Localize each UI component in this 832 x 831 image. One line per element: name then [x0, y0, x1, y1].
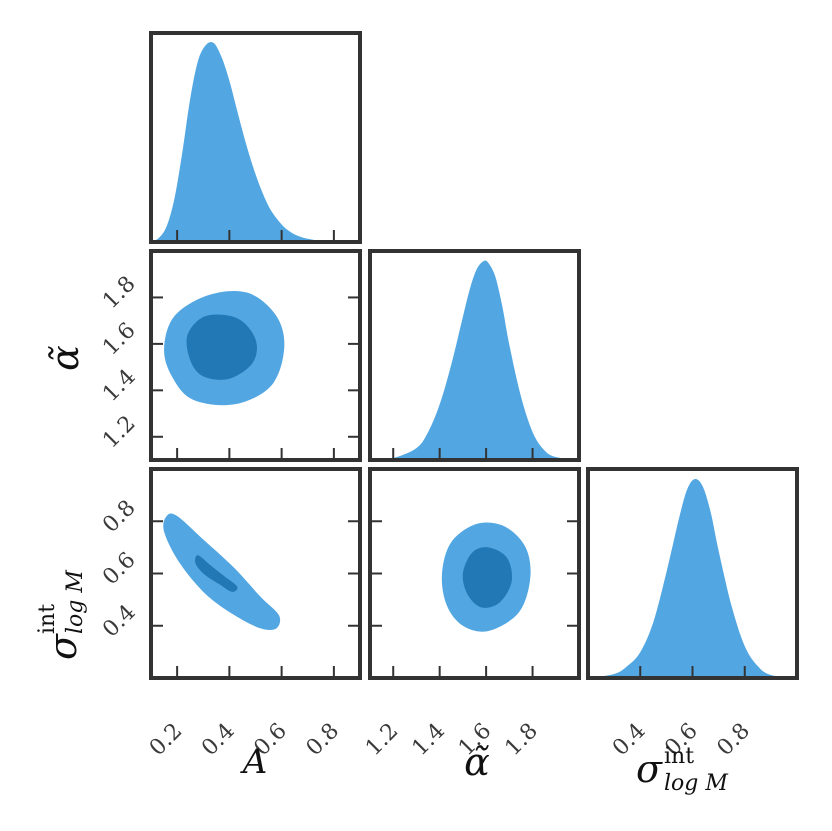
contour-inner-alpha-sigma: [462, 547, 513, 608]
panel-1-1-content: [370, 260, 579, 460]
y-axis-label-sigma: σ int log M: [35, 570, 88, 660]
contour-outer-A-sigma: [163, 513, 281, 631]
y-alpha-text: α̃: [43, 345, 87, 371]
x-tick-label-A: 0.2: [145, 719, 187, 761]
panel-1-0-content: [164, 290, 285, 406]
x-axis-label-alpha: α̃: [464, 740, 490, 784]
y-tick-label-alpha: 1.4: [98, 364, 140, 406]
panel-2-1-content: [441, 522, 531, 632]
x-tick-label-A: 0.4: [197, 719, 239, 761]
y-tick-label-alpha: 1.6: [98, 318, 140, 360]
marginal-A-fill: [151, 41, 347, 242]
x-tick-label-alpha: 1.8: [500, 719, 542, 761]
panel-2-0-content: [163, 513, 281, 631]
x-axis-label-sigma: σ int log M: [636, 744, 728, 796]
contour-inner-A-alpha: [186, 314, 257, 380]
x-tick-label-alpha: 1.2: [361, 719, 403, 761]
y-tick-label-alpha: 1.2: [98, 411, 140, 453]
x-tick-label-sigma: 0.8: [713, 719, 755, 761]
y-tick-label-sigma: 0.6: [98, 548, 140, 590]
marginal-sigma-fill: [588, 478, 797, 678]
contour-inner-A-sigma: [195, 555, 238, 592]
x-axis-label-A: A: [240, 742, 268, 782]
x-tick-label-alpha: 1.4: [408, 719, 450, 761]
panel-frame-2-0: [149, 467, 362, 680]
marginal-alpha-fill: [370, 260, 579, 460]
panel-frame-0-0: [149, 31, 362, 244]
x-tick-label-A: 0.8: [302, 719, 344, 761]
y-tick-label-sigma: 0.8: [98, 495, 140, 537]
y-tick-label-alpha: 1.8: [98, 272, 140, 314]
y-sigma-symbol: σ: [41, 633, 85, 660]
x-sigma-sup: int: [664, 744, 694, 769]
x-sigma-sub: log M: [664, 771, 728, 796]
panel-frame-1-0: [149, 249, 362, 462]
panel-0-0-content: [151, 41, 347, 242]
y-sigma-sub: log M: [63, 570, 88, 634]
panel-frame-1-1: [368, 249, 581, 462]
x-sigma-symbol: σ: [636, 747, 663, 791]
y-axis-label-alpha: α̃: [43, 345, 87, 371]
y-tick-label-sigma: 0.4: [98, 600, 140, 642]
panels-layer: [149, 31, 799, 680]
panel-2-2-content: [588, 478, 797, 678]
y-sigma-sup: int: [35, 604, 60, 634]
